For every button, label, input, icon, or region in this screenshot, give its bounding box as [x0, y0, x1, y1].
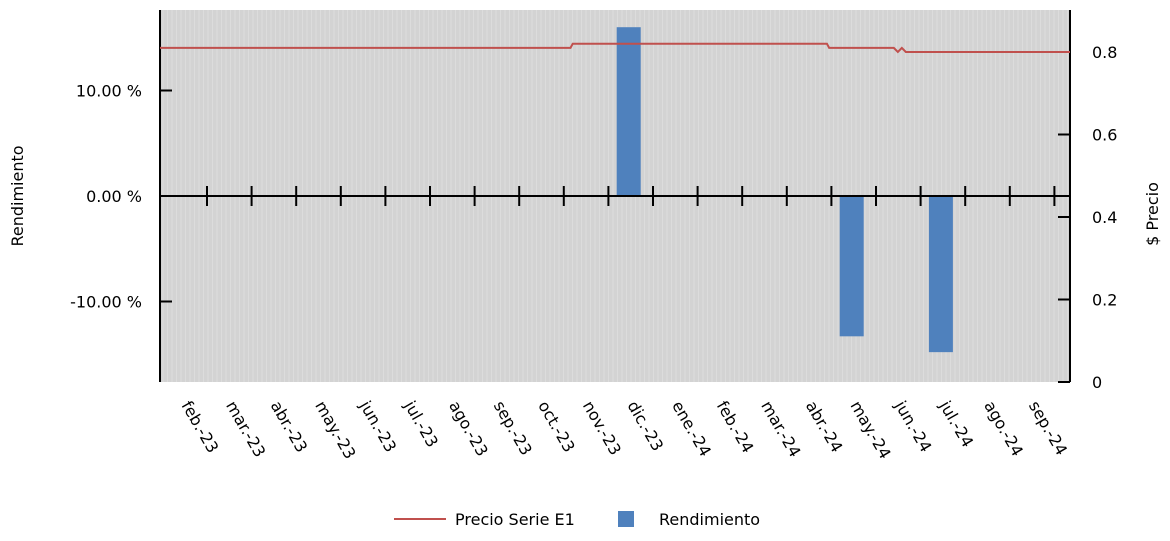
right-axis-title: $ Precio: [1143, 182, 1162, 246]
x-axis-tick-label: jul.-24: [935, 397, 977, 451]
x-axis-tick-label: sep.-23: [490, 398, 536, 459]
x-axis-tick-label: may.-24: [847, 398, 895, 463]
x-axis-tick-label: dic.-23: [624, 398, 668, 455]
legend-swatch-rendimiento: [618, 511, 634, 527]
x-axis-tick-label: feb.-24: [713, 398, 758, 457]
right-axis-tick-label: 0.6: [1092, 126, 1117, 145]
x-axis-tick-label: may.-23: [311, 398, 359, 463]
x-axis-tick-label: abr.-23: [267, 398, 312, 456]
right-axis-tick-label: 0.8: [1092, 43, 1117, 62]
right-axis-tick-label: 0: [1092, 373, 1102, 392]
x-axis-tick-label: jun.-24: [891, 397, 936, 456]
x-axis-tick-label: mar.-23: [222, 398, 269, 461]
bar-jun.-24: [928, 196, 953, 353]
x-axis-tick-label: feb.-23: [178, 398, 223, 457]
bar-abr.-24: [839, 196, 864, 337]
bar-nov.-23: [616, 27, 641, 197]
left-axis-tick-label: 10.00 %: [76, 82, 142, 101]
x-axis-tick-label: ene.-24: [668, 398, 715, 460]
x-axis-tick-label: jul.-23: [400, 397, 442, 451]
legend-label-precio-serie-e1: Precio Serie E1: [455, 510, 575, 529]
x-axis-tick-label: ago.-23: [445, 398, 492, 460]
x-axis-tick-label: mar.-24: [757, 398, 804, 461]
left-axis-tick-label: -10.00 %: [70, 293, 142, 312]
right-axis-tick-label: 0.4: [1092, 208, 1117, 227]
x-axis-tick-label: jun.-23: [355, 397, 400, 456]
right-axis-tick-label: 0.2: [1092, 291, 1117, 310]
left-axis-title: Rendimiento: [8, 145, 27, 246]
legend-label-rendimiento: Rendimiento: [659, 510, 760, 529]
x-axis-tick-label: abr.-24: [802, 398, 847, 456]
x-axis-tick-label: sep.-24: [1025, 398, 1071, 459]
series-line-precio-serie-e1: [160, 42, 1070, 54]
left-axis-tick-label: 0.00 %: [86, 187, 142, 206]
x-axis-tick-label: oct.-23: [534, 398, 578, 456]
x-axis-tick-label: nov.-23: [579, 398, 625, 459]
x-axis-tick-label: ago.-24: [980, 398, 1027, 460]
